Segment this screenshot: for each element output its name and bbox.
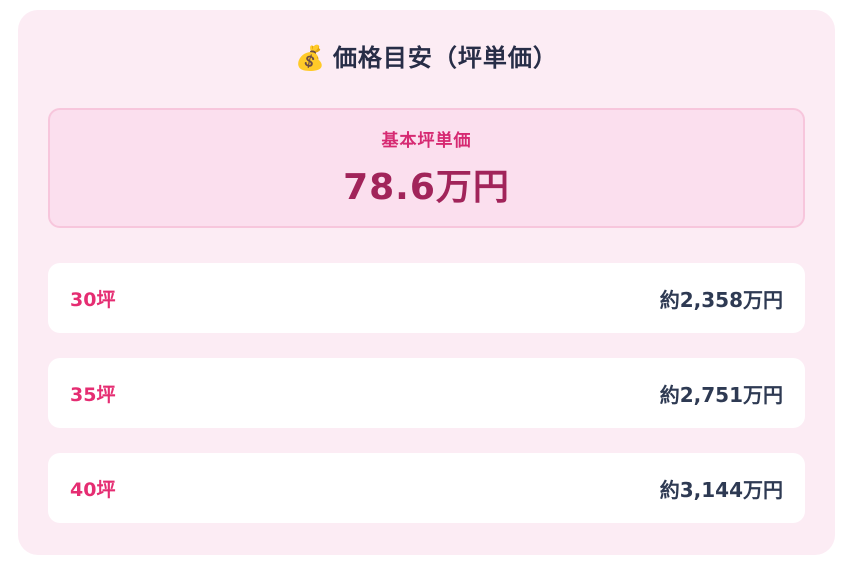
row-price-value: 約2,751万円: [659, 382, 783, 407]
row-price-value: 約2,358万円: [659, 287, 783, 312]
price-row-30tsubo: 30坪 約2,358万円: [48, 263, 805, 333]
price-estimate-card: 💰 価格目安（坪単価） 基本坪単価 78.6万円 30坪 約2,358万円 35坪…: [18, 10, 835, 555]
price-row-35tsubo: 35坪 約2,751万円: [48, 358, 805, 428]
row-size-label: 35坪: [70, 383, 116, 406]
row-size-label: 30坪: [70, 288, 116, 311]
base-unit-price-label: 基本坪単価: [381, 131, 472, 151]
money-bag-icon: 💰: [295, 44, 325, 72]
card-title-text: 価格目安（坪単価）: [332, 44, 558, 72]
row-price-value: 約3,144万円: [659, 477, 783, 502]
base-unit-price-value: 78.6万円: [343, 167, 510, 208]
row-size-label: 40坪: [70, 478, 116, 501]
base-unit-price-box: 基本坪単価 78.6万円: [48, 108, 805, 228]
price-row-40tsubo: 40坪 約3,144万円: [48, 453, 805, 523]
card-title: 💰 価格目安（坪単価）: [48, 40, 805, 76]
